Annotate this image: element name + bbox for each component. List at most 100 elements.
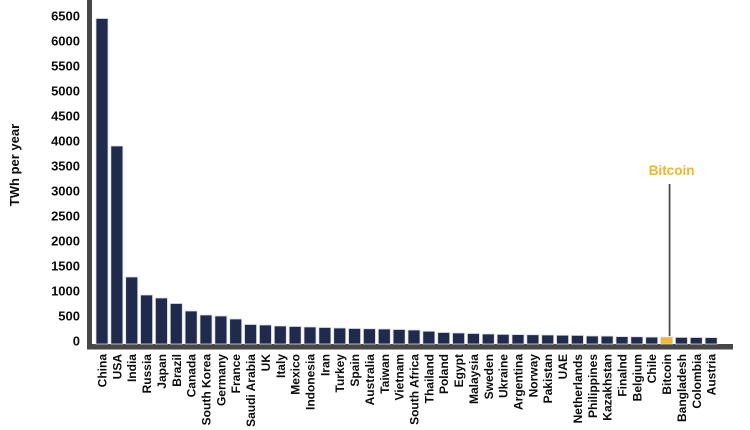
bar-belgium — [630, 336, 644, 345]
y-tick-label-3500: 3500 — [51, 159, 80, 174]
bar-chile — [645, 336, 659, 345]
y-tick-label-500: 500 — [58, 309, 80, 324]
bar-kazakhstan — [600, 335, 614, 345]
y-axis-title: TWh per year — [7, 123, 22, 207]
x-label-malaysia: Malaysia — [467, 354, 481, 404]
x-label-sweden: Sweden — [482, 354, 496, 399]
x-label-philippines: Philippines — [586, 354, 600, 418]
y-tick-label-6000: 6000 — [51, 34, 80, 49]
x-label-turkey: Turkey — [333, 354, 347, 393]
x-label-iran: Iran — [318, 354, 332, 376]
bar-usa — [110, 145, 124, 345]
y-tick-label-4500: 4500 — [51, 109, 80, 124]
x-label-poland: Poland — [437, 354, 451, 394]
bar-finalnd — [615, 336, 629, 345]
x-label-russia: Russia — [140, 354, 154, 394]
bar-germany — [214, 315, 228, 345]
x-label-canada: Canada — [185, 354, 199, 398]
bar-mexico — [288, 326, 302, 345]
bar-canada — [184, 310, 198, 345]
bar-south-africa — [407, 329, 421, 345]
bar-thailand — [422, 330, 436, 345]
y-tick-label-2500: 2500 — [51, 209, 80, 224]
bar-philippines — [585, 335, 599, 345]
bar-france — [229, 318, 243, 345]
x-label-japan: Japan — [155, 354, 169, 389]
annotation-label: Bitcoin — [648, 163, 695, 178]
bar-iran — [318, 327, 332, 345]
bar-china — [95, 18, 109, 345]
x-label-colombia: Colombia — [690, 354, 704, 409]
x-label-taiwan: Taiwan — [378, 354, 392, 394]
x-label-argentina: Argentina — [512, 354, 526, 410]
bar-ukraine — [496, 333, 510, 345]
x-label-usa: USA — [110, 354, 124, 380]
bar-japan — [155, 297, 168, 345]
bar-italy — [273, 325, 287, 345]
bar-vietnam — [392, 329, 406, 345]
x-label-south-africa: South Africa — [408, 354, 422, 425]
bar-south-korea — [199, 314, 213, 345]
x-label-germany: Germany — [214, 354, 228, 406]
x-label-south-korea: South Korea — [200, 354, 214, 426]
x-label-uae: UAE — [556, 354, 570, 379]
bar-spain — [348, 328, 361, 345]
x-label-italy: Italy — [274, 354, 288, 378]
bar-argentina — [511, 334, 525, 345]
bar-russia — [140, 294, 153, 345]
bar-australia — [363, 328, 376, 345]
bar-uk — [259, 324, 272, 345]
bar-uae — [556, 334, 569, 345]
x-label-australia: Australia — [363, 354, 377, 406]
bar-netherlands — [571, 334, 584, 345]
x-label-austria: Austria — [705, 354, 719, 396]
x-label-bitcoin: Bitcoin — [660, 354, 674, 395]
x-label-norway: Norway — [526, 354, 540, 398]
x-label-netherlands: Netherlands — [571, 354, 585, 424]
x-label-pakistan: Pakistan — [541, 354, 555, 403]
bar-malaysia — [467, 333, 480, 345]
bar-turkey — [333, 327, 347, 345]
bar-taiwan — [377, 328, 391, 345]
x-label-kazakhstan: Kazakhstan — [601, 354, 615, 421]
x-label-vietnam: Vietnam — [393, 354, 407, 400]
bar-india — [125, 276, 139, 345]
x-label-spain: Spain — [348, 354, 362, 387]
x-label-chile: Chile — [645, 354, 659, 384]
x-label-bangladesh: Bangladesh — [675, 354, 689, 422]
x-label-uk: UK — [259, 354, 273, 372]
bar-colombia — [689, 337, 703, 345]
bar-egypt — [452, 332, 465, 345]
x-label-france: France — [229, 354, 243, 394]
x-label-china: China — [96, 354, 110, 388]
y-tick-label-1000: 1000 — [51, 284, 80, 299]
bar-pakistan — [541, 334, 555, 345]
y-tick-label-5500: 5500 — [51, 59, 80, 74]
bar-sweden — [481, 333, 495, 345]
bar-bitcoin — [660, 336, 673, 345]
x-label-ukraine: Ukraine — [497, 354, 511, 398]
bar-poland — [437, 332, 451, 345]
y-tick-label-5000: 5000 — [51, 84, 80, 99]
x-label-india: India — [125, 354, 139, 382]
x-label-finalnd: Finalnd — [616, 354, 630, 397]
bar-norway — [526, 334, 540, 345]
x-label-egypt: Egypt — [452, 354, 466, 387]
bar-brazil — [169, 303, 183, 345]
y-tick-label-6500: 6500 — [51, 9, 80, 24]
x-label-saudi-arabia: Saudi Arabia — [244, 354, 258, 427]
y-tick-label-1500: 1500 — [51, 259, 80, 274]
bar-saudi-arabia — [244, 324, 257, 345]
x-label-thailand: Thailand — [422, 354, 436, 403]
x-label-belgium: Belgium — [630, 354, 644, 401]
x-label-indonesia: Indonesia — [304, 354, 318, 410]
y-tick-label-3000: 3000 — [51, 184, 80, 199]
x-label-mexico: Mexico — [289, 354, 303, 395]
bar-indonesia — [303, 326, 317, 345]
y-tick-label-0: 0 — [73, 334, 80, 349]
x-axis-line — [87, 344, 733, 350]
y-axis-line — [87, 0, 92, 350]
y-tick-label-4000: 4000 — [51, 134, 80, 149]
